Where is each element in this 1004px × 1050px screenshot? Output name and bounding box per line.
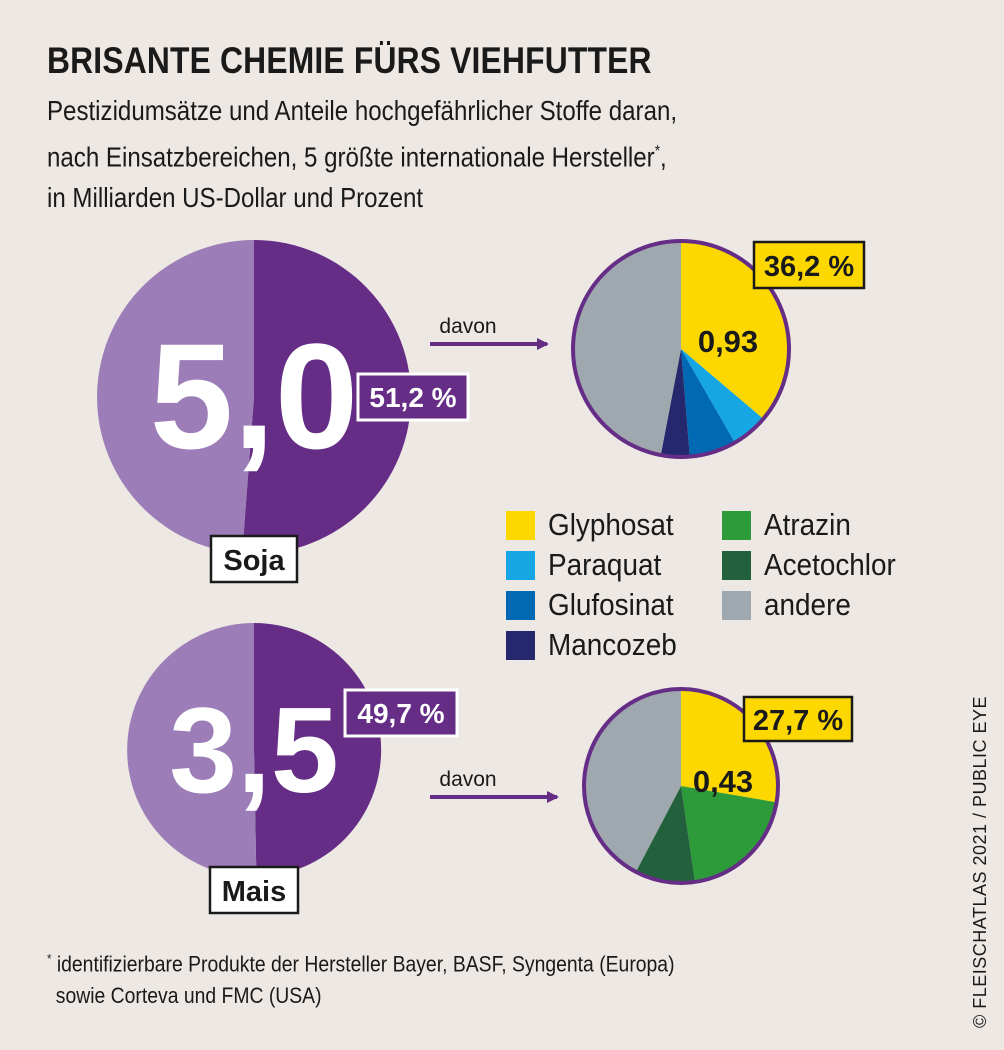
slice-paraquat: [681, 349, 764, 443]
hazard-share-label: 49,7 %: [357, 698, 444, 729]
glyphosat-share-label: 27,7 %: [753, 705, 843, 737]
legend-swatch: [722, 551, 751, 580]
glyphosat-share-label: 36,2 %: [764, 251, 854, 283]
legend-label: Acetochlor: [764, 547, 896, 582]
legend-swatch: [506, 551, 535, 580]
legend-label: Glyphosat: [548, 507, 674, 542]
footnote-line-1: * identifizierbare Produkte der Herstell…: [47, 951, 675, 977]
source-credit: © FLEISCHATLAS 2021 / PUBLIC EYE: [970, 695, 990, 1028]
legend-label: Glufosinat: [548, 587, 674, 622]
slice-acetochlor: [635, 786, 695, 884]
connector-label: davon: [439, 315, 496, 338]
hazard-share-box: [356, 372, 470, 422]
legend-label: andere: [764, 587, 851, 622]
footnote-mark: *: [47, 951, 52, 966]
slice-mancozeb: [660, 349, 690, 458]
glyphosat-share-box: [742, 695, 854, 743]
chart-subtitle: Pestizidumsätze und Anteile hochgefährli…: [47, 90, 677, 218]
crop-label: Soja: [223, 545, 285, 577]
legend-label: Mancozeb: [548, 627, 677, 662]
crop-label-box: [209, 534, 299, 584]
legend-swatch: [506, 511, 535, 540]
slice-atrazin: [681, 786, 777, 882]
chart-title: BRISANTE CHEMIE FÜRS VIEHFUTTER: [47, 40, 652, 81]
legend-label: Paraquat: [548, 547, 662, 582]
total-value-label: 3,5: [169, 682, 339, 818]
hazard-share-label: 51,2 %: [369, 382, 456, 413]
slice-glufosinat: [681, 349, 735, 457]
slice-andere: [583, 688, 681, 872]
slice-glyphosat: [681, 689, 779, 803]
footnote: * identifizierbare Produkte der Herstell…: [47, 943, 675, 1012]
rest-slice-mais: [127, 623, 257, 877]
total-pie-soja: 5,0 51,2 % Soja davon: [97, 239, 549, 584]
legend-swatch: [506, 591, 535, 620]
footnote-line-2: sowie Corteva und FMC (USA): [55, 983, 322, 1009]
pie-outline: [571, 239, 791, 459]
subtitle-line-1: Pestizidumsätze und Anteile hochgefährli…: [47, 95, 678, 126]
hazard-slice-soja: [242, 239, 412, 554]
rest-slice-soja: [97, 240, 254, 554]
hazard-slice-mais: [254, 622, 382, 877]
breakdown-pie-soja: 0,93 36,2 %: [571, 239, 866, 459]
glyphosat-value-label: 0,43: [693, 764, 753, 799]
hazard-share-box: [343, 688, 459, 738]
glyphosat-share-box: [752, 240, 866, 290]
glyphosat-value-label: 0,93: [698, 324, 758, 359]
crop-label: Mais: [222, 876, 286, 908]
slice-andere: [572, 240, 681, 456]
subtitle-line-2: nach Einsatzbereichen, 5 größte internat…: [47, 141, 667, 173]
crop-label-box: [208, 865, 300, 915]
legend-swatch: [722, 591, 751, 620]
legend-swatch: [722, 511, 751, 540]
subtitle-line-3: in Milliarden US-Dollar und Prozent: [47, 182, 424, 214]
legend-swatch: [506, 631, 535, 660]
legend-label: Atrazin: [764, 507, 851, 542]
connector-label: davon: [439, 768, 496, 791]
total-value-label: 5,0: [150, 312, 359, 480]
pie-outline: [582, 687, 780, 885]
total-pie-mais: 3,5 49,7 % Mais davon: [127, 622, 559, 915]
subtitle-footnote-mark: *: [654, 143, 661, 160]
